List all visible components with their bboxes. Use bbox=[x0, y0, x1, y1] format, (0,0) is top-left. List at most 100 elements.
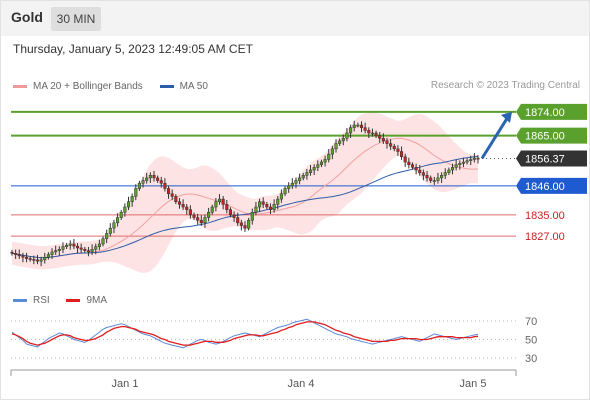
candle-body bbox=[134, 188, 138, 197]
candle-body bbox=[330, 148, 334, 155]
candle-body bbox=[83, 249, 87, 251]
candle-body bbox=[141, 180, 145, 184]
candle-body bbox=[378, 135, 382, 139]
price-label-resistance: 1874.00 bbox=[525, 107, 565, 119]
candle-body bbox=[28, 258, 32, 260]
price-label-support: 1835.00 bbox=[525, 210, 565, 222]
price-label-box-resistance bbox=[516, 127, 587, 144]
candle-body bbox=[188, 209, 192, 216]
candle-body bbox=[276, 198, 280, 205]
price-label-box-last bbox=[516, 150, 587, 167]
candle-body bbox=[389, 143, 393, 147]
candle-body bbox=[399, 151, 404, 158]
candle-body bbox=[421, 172, 425, 176]
candle-body bbox=[458, 163, 462, 165]
candle-body bbox=[17, 254, 21, 257]
legend-ma50-swatch bbox=[159, 85, 174, 88]
rsi-scale-label: 50 bbox=[525, 335, 537, 347]
legend-rsi-ma-swatch bbox=[66, 299, 81, 302]
timeframe-button[interactable]: 30 MIN bbox=[51, 7, 101, 31]
candle-body bbox=[429, 177, 433, 181]
bollinger-bands bbox=[12, 112, 478, 274]
candle-body bbox=[301, 175, 305, 179]
candle-body bbox=[166, 188, 171, 195]
candle-body bbox=[407, 161, 411, 165]
candle-body bbox=[258, 201, 262, 208]
price-label-last: 1856.37 bbox=[525, 153, 565, 165]
candle-body bbox=[461, 161, 465, 164]
candle-body bbox=[123, 206, 127, 213]
candle-body bbox=[177, 201, 182, 205]
candle-body bbox=[469, 159, 473, 162]
candle-body bbox=[232, 214, 236, 218]
price-label-pivot: 1846.00 bbox=[525, 181, 565, 193]
candle-body bbox=[137, 182, 141, 189]
candle-body bbox=[381, 138, 385, 142]
candle-body bbox=[443, 172, 447, 176]
candle-body bbox=[32, 259, 36, 261]
candle-body bbox=[472, 157, 476, 160]
candle-body bbox=[50, 251, 54, 255]
candle-body bbox=[192, 214, 196, 218]
x-tick-label: Jan 5 bbox=[460, 378, 487, 390]
x-tick-label: Jan 1 bbox=[112, 378, 139, 390]
candle-body bbox=[112, 222, 116, 229]
candle-body bbox=[145, 177, 149, 181]
candle-body bbox=[221, 198, 225, 205]
legend-rsi-swatch bbox=[13, 299, 27, 302]
candle-body bbox=[126, 201, 131, 208]
candle-body bbox=[79, 247, 83, 250]
candle-body bbox=[341, 138, 345, 142]
price-label-support: 1827.00 bbox=[525, 231, 565, 243]
legend-rsi-ma: 9MA bbox=[66, 295, 107, 306]
candle-body bbox=[181, 204, 185, 208]
forecast-arrow-shaft bbox=[480, 116, 510, 160]
legend-rsi: RSI bbox=[13, 295, 50, 306]
candle-body bbox=[308, 169, 313, 173]
legend-ma50-label: MA 50 bbox=[179, 81, 208, 92]
candle-body bbox=[327, 153, 331, 160]
forecast-arrow-head bbox=[501, 111, 512, 123]
candle-body bbox=[403, 156, 407, 163]
candle-body bbox=[210, 206, 214, 213]
candle-body bbox=[279, 193, 283, 200]
credit-text: Research © 2023 Trading Central bbox=[430, 80, 580, 91]
timestamp: Thursday, January 5, 2023 12:49:05 AM CE… bbox=[13, 42, 253, 56]
candle-body bbox=[156, 177, 160, 181]
rsi-legend: RSI 9MA bbox=[13, 294, 121, 306]
candle-body bbox=[410, 164, 415, 168]
price-legend: MA 20 + Bollinger Bands MA 50 bbox=[13, 80, 222, 92]
candle-body bbox=[352, 124, 356, 128]
candle-body bbox=[287, 185, 291, 189]
candle-body bbox=[72, 243, 76, 247]
candle-body bbox=[316, 164, 320, 168]
candle-body bbox=[185, 206, 189, 210]
candle-body bbox=[370, 132, 374, 135]
candle-body bbox=[43, 256, 47, 261]
candle-body bbox=[130, 196, 134, 202]
candle-body bbox=[148, 175, 152, 179]
candle-body bbox=[61, 246, 65, 250]
candle-body bbox=[363, 127, 367, 131]
candle-body bbox=[159, 180, 163, 184]
candle-body bbox=[57, 249, 61, 251]
candle-body bbox=[108, 227, 112, 234]
candle-body bbox=[90, 249, 94, 253]
candle-body bbox=[392, 145, 396, 150]
candle-body bbox=[440, 175, 444, 179]
legend-rsi-label: RSI bbox=[33, 295, 50, 306]
candle-body bbox=[298, 177, 302, 181]
rsi-line bbox=[11, 318, 479, 349]
candle-body bbox=[196, 217, 200, 221]
candle-body bbox=[432, 180, 436, 182]
candle-body bbox=[450, 167, 455, 171]
candle-body bbox=[425, 175, 429, 179]
candle-body bbox=[236, 217, 240, 224]
candle-body bbox=[374, 132, 378, 136]
candle-body bbox=[418, 169, 422, 173]
candle-body bbox=[105, 233, 109, 239]
candle-body bbox=[323, 159, 327, 163]
candle-body bbox=[14, 253, 18, 255]
legend-ma20: MA 20 + Bollinger Bands bbox=[13, 81, 143, 92]
candle-body bbox=[476, 157, 480, 160]
